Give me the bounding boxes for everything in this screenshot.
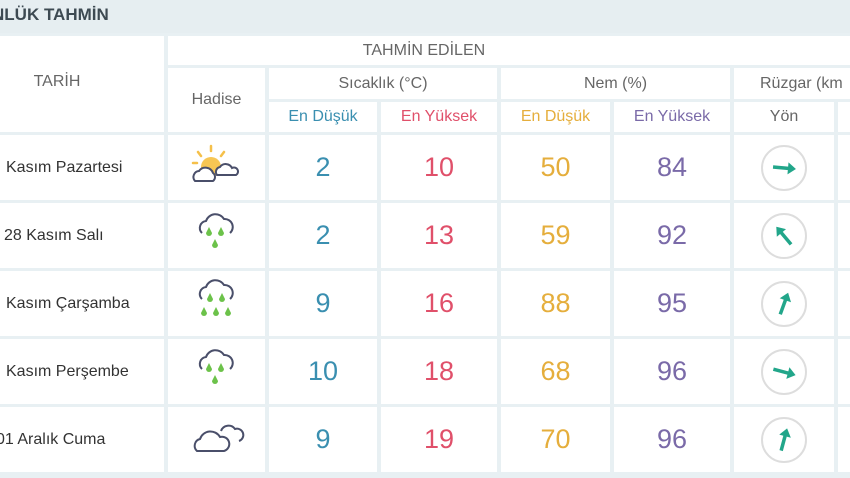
wind-speed-cell [838, 135, 850, 200]
tmax-cell: 10 [381, 135, 497, 200]
tmax-cell: 16 [381, 271, 497, 336]
wind-direction-cell [734, 203, 834, 268]
rain-icon [194, 211, 240, 260]
date-cell: Kasım Perşembe [0, 339, 164, 404]
date-cell: 28 Kasım Salı [0, 203, 164, 268]
heavy-rain-icon [194, 279, 240, 328]
hmax-cell: 84 [614, 135, 730, 200]
partly-cloudy-icon [189, 143, 245, 192]
header-nem: Nem (%) [501, 68, 730, 99]
hmax-cell: 96 [614, 339, 730, 404]
header-temp-min: En Düşük [269, 102, 377, 132]
wind-speed-cell [838, 271, 850, 336]
header-hum-max: En Yüksek [614, 102, 730, 132]
header-speed [838, 102, 850, 132]
tmin-cell: 2 [269, 203, 377, 268]
header-hadise: Hadise [168, 68, 265, 132]
date-cell: Kasım Pazartesi [0, 135, 164, 200]
header-tarih: TARİH [0, 36, 164, 132]
wind-speed-cell [838, 203, 850, 268]
rain-icon [194, 347, 240, 396]
header-temp-max: En Yüksek [381, 102, 497, 132]
page-title: NLÜK TAHMİN [0, 0, 850, 33]
wind-direction-cell [734, 407, 834, 472]
date-cell: 01 Aralık Cuma [0, 407, 164, 472]
wind-arrow-icon [779, 427, 791, 451]
header-yon: Yön [734, 102, 834, 132]
wind-direction-cell [734, 271, 834, 336]
weather-cell [168, 339, 265, 404]
tmax-cell: 18 [381, 339, 497, 404]
tmax-cell: 19 [381, 407, 497, 472]
weather-cell [168, 407, 265, 472]
hmin-cell: 70 [501, 407, 610, 472]
tmin-cell: 2 [269, 135, 377, 200]
header-hum-min: En Düşük [501, 102, 610, 132]
hmin-cell: 59 [501, 203, 610, 268]
wind-direction-cell [734, 135, 834, 200]
header-ruzgar: Rüzgar (km [734, 68, 850, 99]
wind-arrow-icon [772, 161, 796, 174]
hmax-cell: 96 [614, 407, 730, 472]
weather-cell [168, 135, 265, 200]
cloudy-icon [189, 417, 245, 462]
hmin-cell: 68 [501, 339, 610, 404]
tmin-cell: 9 [269, 407, 377, 472]
hmax-cell: 95 [614, 271, 730, 336]
tmin-cell: 9 [269, 271, 377, 336]
wind-arrow-icon [778, 292, 792, 315]
hmax-cell: 92 [614, 203, 730, 268]
wind-direction-cell [734, 339, 834, 404]
tmax-cell: 13 [381, 203, 497, 268]
weather-cell [168, 203, 265, 268]
wind-speed-cell [838, 339, 850, 404]
date-cell: Kasım Çarşamba [0, 271, 164, 336]
tmin-cell: 10 [269, 339, 377, 404]
wind-arrow-icon [776, 226, 793, 246]
hmin-cell: 88 [501, 271, 610, 336]
wind-speed-cell [838, 407, 850, 472]
header-tahmin-edilen: TAHMİN EDİLEN [168, 36, 850, 65]
header-sicaklik: Sıcaklık (°C) [269, 68, 497, 99]
weather-cell [168, 271, 265, 336]
wind-arrow-icon [772, 366, 796, 379]
hmin-cell: 50 [501, 135, 610, 200]
